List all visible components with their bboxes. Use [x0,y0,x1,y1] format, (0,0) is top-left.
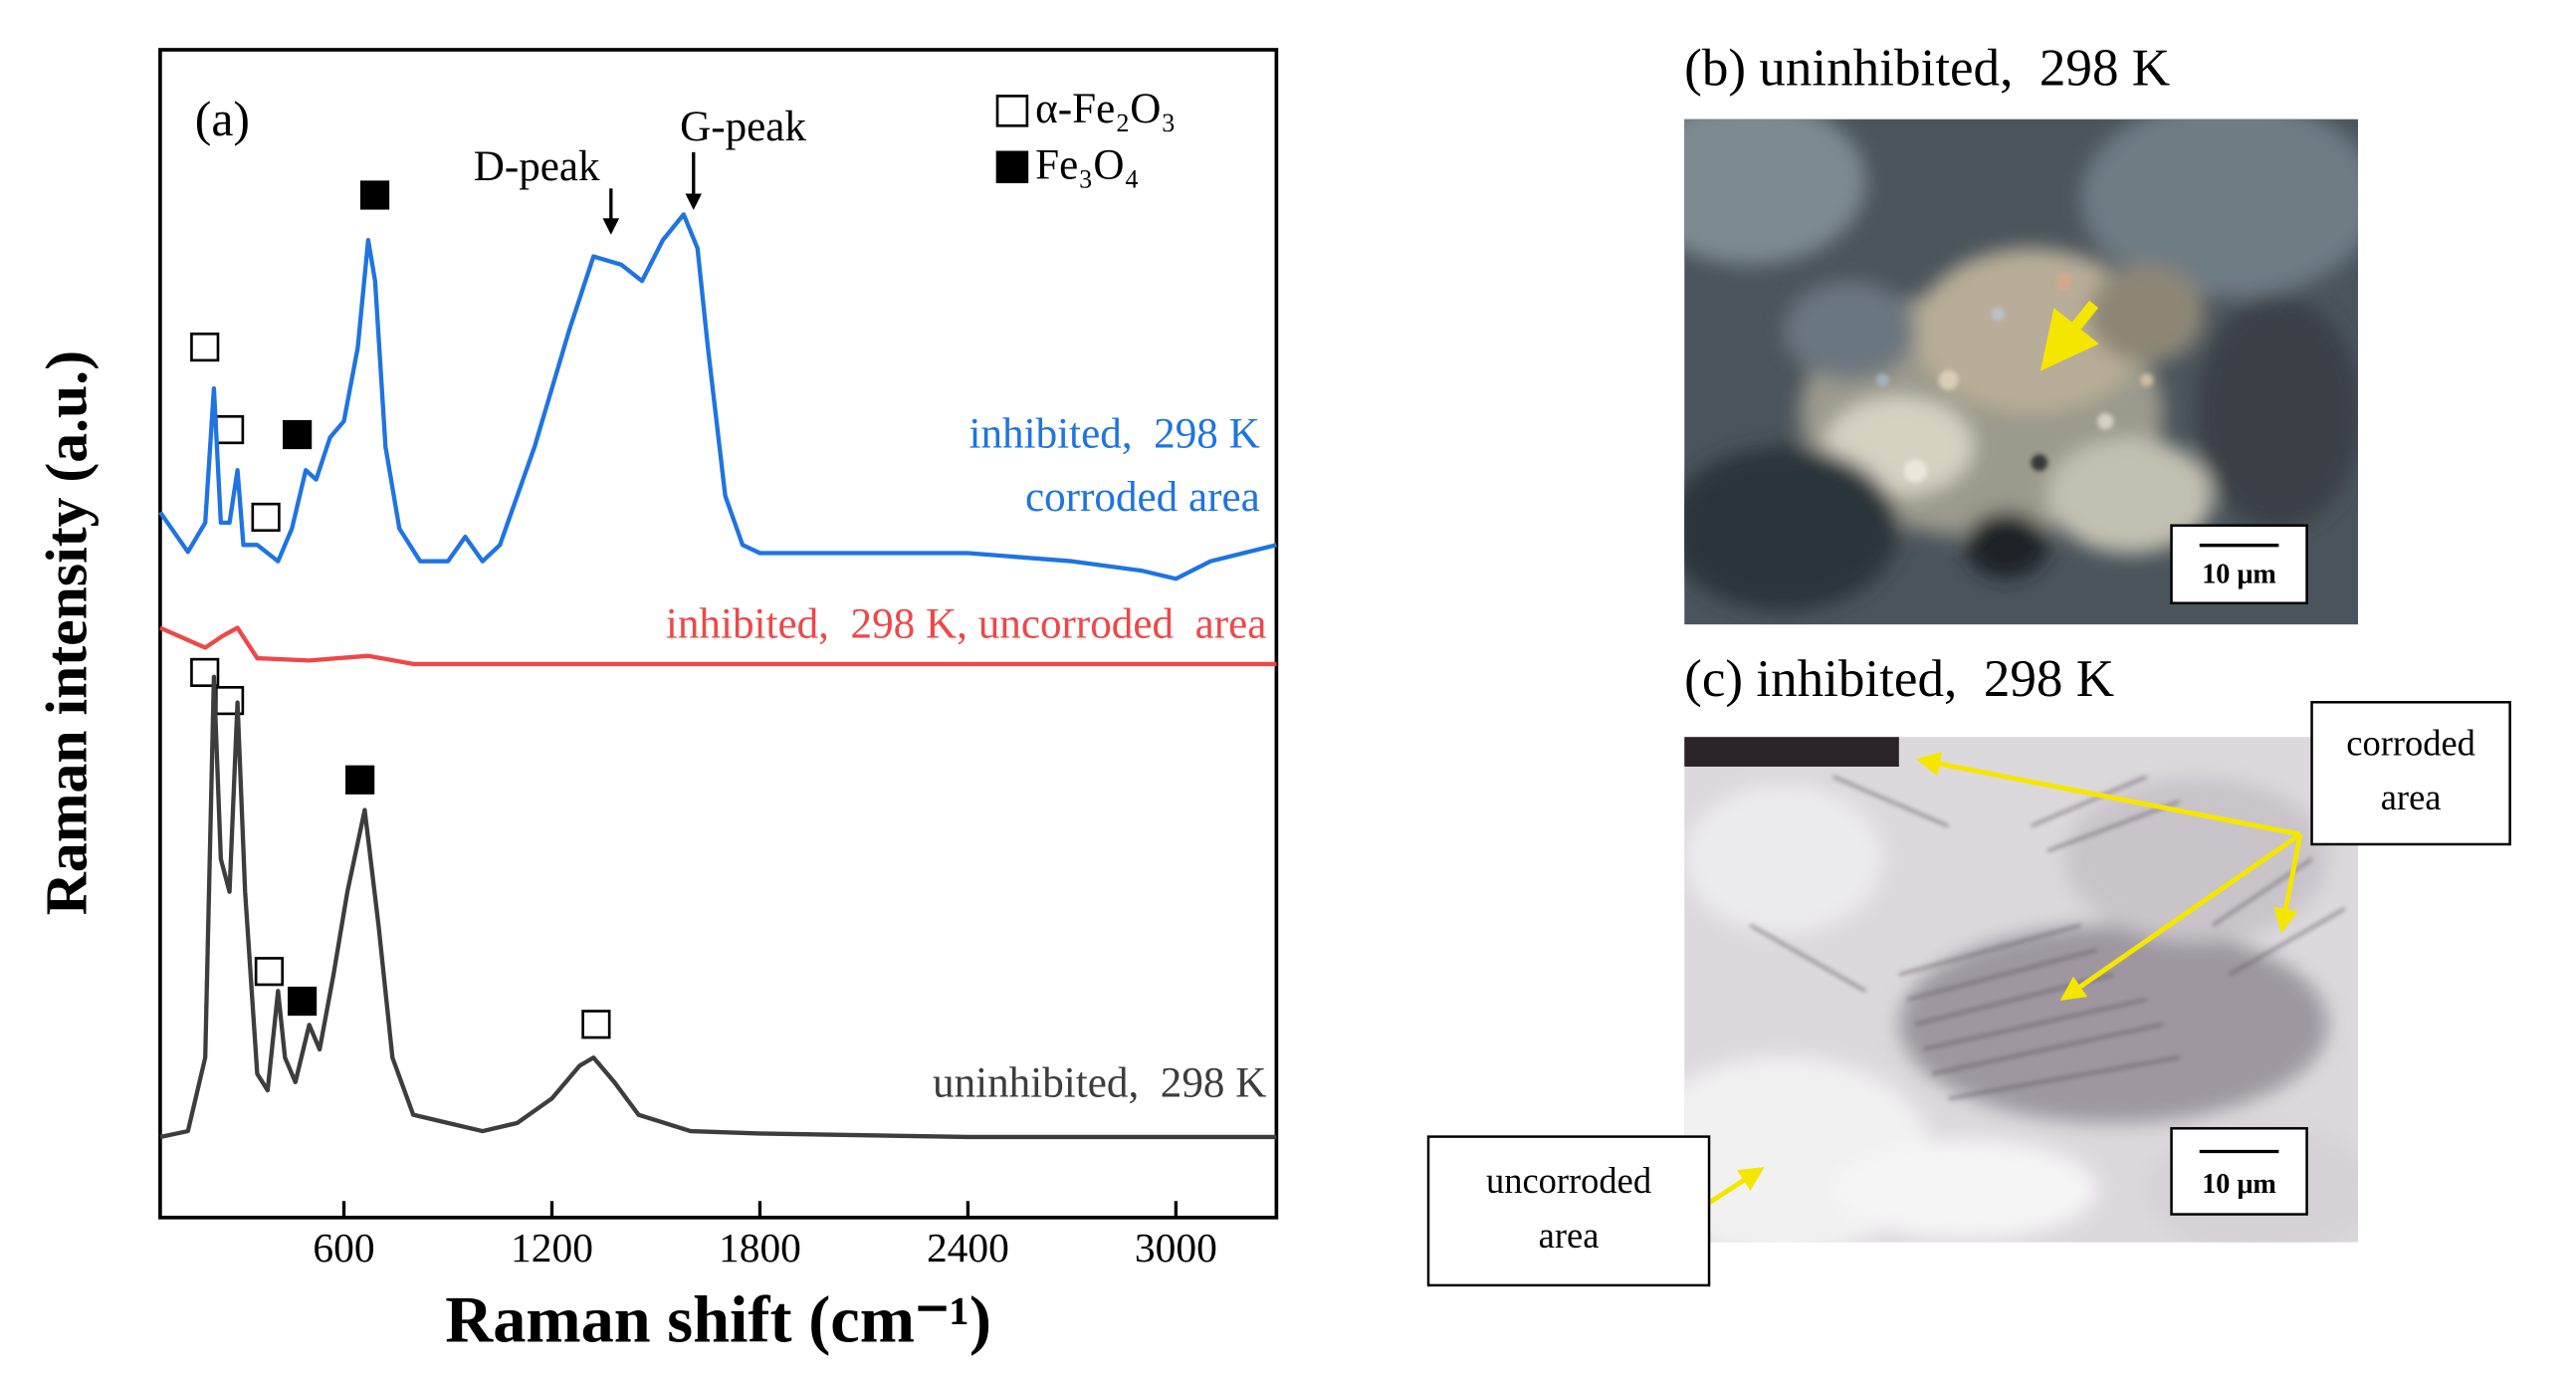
callout-text: uncorroded [1486,1160,1651,1201]
x-tick-label: 1200 [511,1225,593,1270]
x-tick-label: 600 [313,1225,374,1270]
panel-label: (a) [195,92,250,146]
x-tick-label: 1800 [719,1225,801,1270]
series-label: inhibited, 298 K, uncorroded area [666,601,1267,648]
legend-label: α-Fe₂O₃ [1035,86,1176,132]
x-tick-label: 2400 [927,1225,1009,1270]
scale-bar-box [2170,1127,2308,1216]
hematite-marker [190,332,220,362]
legend-symbol [995,95,1029,127]
magnetite-marker [287,986,318,1017]
callout-box [1426,1135,1711,1287]
pointer-arrow [2039,300,2099,371]
pointer-arrow [2273,833,2303,934]
x-axis-title: Raman shift (cm⁻¹) [445,1284,991,1357]
hematite-marker [254,957,285,987]
callout-text: area [1539,1215,1600,1256]
plot-area [158,48,1279,1220]
magnetite-marker [359,180,390,210]
panel-title: (b) uninhibited, 298 K [1684,39,2170,97]
callout-box [2310,701,2511,846]
legend-label: Fe₃O₄ [1035,141,1139,188]
phase-markers [190,180,611,1039]
series-label: inhibited, 298 K [969,411,1260,458]
legend-symbol [995,150,1029,184]
pointer-arrow [2059,831,2302,1002]
micrograph-c [1684,737,2359,1243]
callout-text: corroded [2346,722,2475,763]
series-label: uninhibited, 298 K [933,1060,1266,1107]
plot-frame [158,48,1279,1220]
series-label: corroded area [1025,474,1260,521]
magnetite-marker [345,765,375,795]
spectrum-line [158,212,1277,581]
pointer-arrow [1915,751,2301,837]
y-axis-title: Raman intensity (a.u.) [34,350,100,915]
spectrum-line [159,674,1277,1140]
panel-title: (c) inhibited, 298 K [1684,650,2114,708]
hematite-marker [251,502,281,533]
x-tick-label: 3000 [1135,1225,1217,1270]
spectrum-line [159,625,1277,667]
peak-label: G-peak [680,104,806,150]
pointer-arrow [1707,1167,1765,1206]
scale-bar-label: 10 μm [2202,560,2276,590]
scale-bar-box [2170,524,2308,604]
scale-bar-label: 10 μm [2202,1169,2276,1200]
hematite-marker [214,414,245,445]
hematite-marker [214,686,245,716]
callout-text: area [2381,777,2442,817]
hematite-marker [581,1010,611,1039]
magnetite-marker [283,419,313,450]
peak-label: D-peak [474,143,600,190]
